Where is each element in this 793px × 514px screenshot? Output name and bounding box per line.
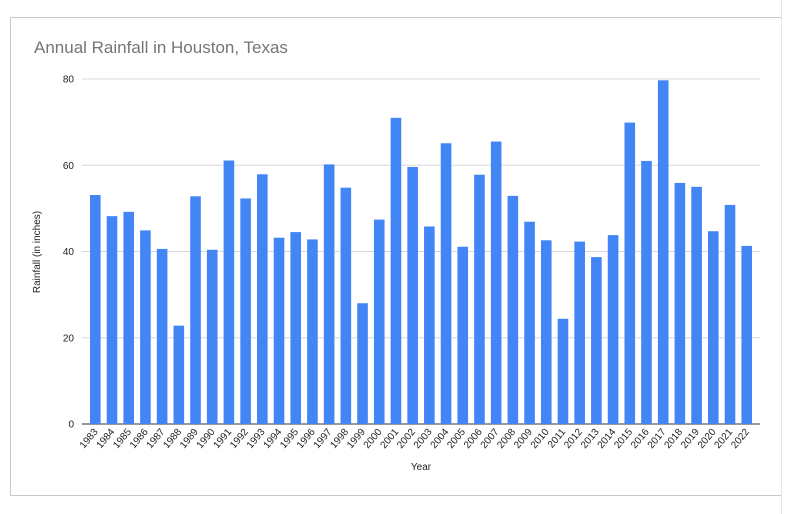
bar-2000 bbox=[373, 219, 385, 424]
bar-1990 bbox=[206, 249, 218, 424]
bar-2016 bbox=[641, 160, 652, 424]
bar-2005 bbox=[457, 246, 469, 424]
bar-2007 bbox=[490, 141, 502, 424]
bar-1987 bbox=[156, 248, 168, 424]
bar-1995 bbox=[290, 232, 302, 424]
bar-1992 bbox=[240, 198, 251, 424]
y-tick-label: 60 bbox=[63, 161, 75, 172]
bar-2014 bbox=[607, 235, 619, 424]
bar-2011 bbox=[557, 318, 569, 424]
y-tick-label: 20 bbox=[63, 333, 75, 344]
bar-2003 bbox=[424, 226, 435, 424]
bar-2017 bbox=[657, 80, 669, 424]
bar-2001 bbox=[390, 117, 402, 424]
y-tick-labels: 0 20 40 60 80 bbox=[63, 75, 75, 431]
bar-2015 bbox=[624, 122, 636, 424]
x-tick-labels: 1983198419851986198719881989199019911992… bbox=[78, 427, 752, 451]
bar-1986 bbox=[140, 230, 151, 424]
bar-1999 bbox=[357, 303, 368, 424]
bar-1989 bbox=[190, 196, 201, 424]
bar-2013 bbox=[591, 257, 602, 424]
bars bbox=[90, 80, 752, 425]
bar-2022 bbox=[741, 245, 752, 424]
y-tick-label: 0 bbox=[68, 420, 74, 431]
bar-1993 bbox=[257, 174, 268, 424]
bar-2021 bbox=[724, 204, 736, 424]
bar-2012 bbox=[574, 241, 585, 424]
bar-2004 bbox=[440, 143, 452, 424]
bar-1985 bbox=[123, 211, 135, 424]
bar-1994 bbox=[273, 237, 285, 424]
sheet-gridline bbox=[781, 0, 782, 514]
x-tick-label: 2010 bbox=[529, 427, 552, 451]
bar-2020 bbox=[707, 231, 719, 424]
x-tick-label: 2022 bbox=[729, 427, 752, 451]
bar-1991 bbox=[223, 160, 235, 424]
bar-1988 bbox=[173, 325, 185, 424]
bar-1984 bbox=[106, 216, 118, 424]
bar-2008 bbox=[507, 195, 519, 424]
y-axis-title: Rainfall (in inches) bbox=[32, 211, 43, 293]
bar-1996 bbox=[307, 239, 318, 424]
bar-2010 bbox=[540, 240, 552, 424]
bar-1997 bbox=[323, 164, 335, 424]
y-tick-label: 80 bbox=[63, 75, 75, 86]
bar-2019 bbox=[691, 186, 702, 424]
bar-2018 bbox=[674, 182, 686, 424]
bar-1983 bbox=[90, 195, 101, 424]
bar-2002 bbox=[407, 166, 418, 425]
chart-title: Annual Rainfall in Houston, Texas bbox=[34, 38, 288, 57]
bar-2009 bbox=[524, 221, 535, 424]
y-tick-label: 40 bbox=[63, 247, 75, 258]
x-axis-title: Year bbox=[411, 462, 432, 473]
bar-2006 bbox=[474, 174, 485, 424]
bar-1998 bbox=[340, 187, 352, 424]
